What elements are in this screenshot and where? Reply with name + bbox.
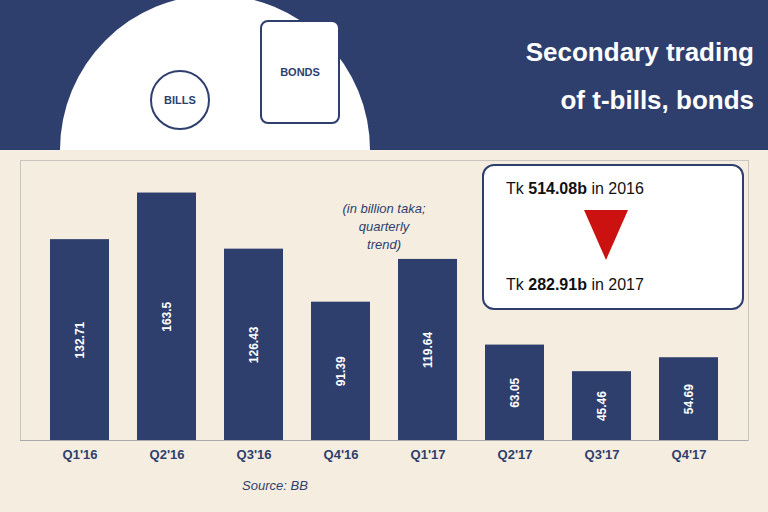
- svg-text:Q2'17: Q2'17: [498, 447, 533, 462]
- svg-text:Q3'17: Q3'17: [585, 447, 620, 462]
- html-text:Secondary trading: Secondary trading: [525, 37, 754, 67]
- svg-text:91.39: 91.39: [334, 356, 348, 386]
- svg-text:Q1'16: Q1'16: [63, 447, 98, 462]
- svg-text:119.64: 119.64: [421, 332, 435, 368]
- svg-text:Q2'16: Q2'16: [150, 447, 185, 462]
- html-text:BONDS: BONDS: [280, 66, 320, 78]
- html-text:Source: BB: Source: BB: [242, 478, 308, 493]
- html-text:Tk 514.08b in 2016: Tk 514.08b in 2016: [506, 180, 644, 197]
- html-text:of t-bills, bonds: of t-bills, bonds: [560, 85, 754, 115]
- svg-text:Q4'17: Q4'17: [672, 447, 707, 462]
- svg-text:126.43: 126.43: [247, 326, 261, 363]
- html-text:(in billion taka; quarterly tr: (in billion taka; quarterly trend): [342, 201, 426, 252]
- svg-text:45.46: 45.46: [595, 391, 609, 421]
- html-text:BILLS: BILLS: [164, 94, 196, 106]
- svg-text:54.69: 54.69: [682, 384, 696, 414]
- svg-text:Q1'17: Q1'17: [411, 447, 446, 462]
- html-text:Tk 282.91b in 2017: Tk 282.91b in 2017: [506, 276, 644, 293]
- svg-text:Q4'16: Q4'16: [324, 447, 359, 462]
- svg-text:63.05: 63.05: [508, 377, 522, 407]
- svg-text:Q3'16: Q3'16: [237, 447, 272, 462]
- svg-text:163.5: 163.5: [160, 301, 174, 331]
- svg-text:132.71: 132.71: [73, 321, 87, 358]
